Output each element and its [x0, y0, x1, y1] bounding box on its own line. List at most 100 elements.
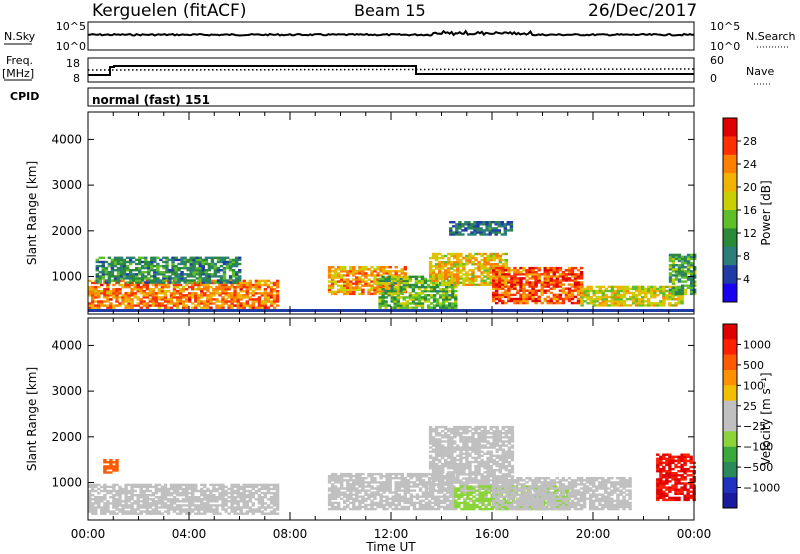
data-cell — [94, 296, 98, 299]
data-cell — [275, 298, 280, 301]
data-cell — [381, 298, 385, 301]
data-cell — [428, 275, 433, 278]
data-cell — [622, 295, 627, 299]
data-cell — [251, 483, 255, 487]
data-cell — [456, 427, 460, 431]
data-cell — [428, 454, 433, 457]
data-cell — [537, 295, 541, 299]
data-cell — [440, 491, 444, 494]
data-cell — [498, 269, 502, 272]
data-cell — [507, 450, 512, 453]
data-cell — [178, 506, 183, 509]
data-cell — [671, 268, 676, 271]
data-cell — [509, 225, 514, 228]
data-cell — [405, 279, 409, 283]
data-cell — [686, 268, 691, 271]
data-cell — [144, 275, 148, 278]
data-cell — [456, 430, 460, 433]
data-cell — [352, 503, 356, 507]
data-cell — [367, 503, 371, 507]
data-cell — [604, 302, 608, 305]
data-cell — [156, 266, 160, 270]
data-cell — [125, 277, 130, 280]
data-cell — [101, 256, 105, 259]
data-cell — [188, 508, 192, 511]
data-cell — [418, 505, 423, 509]
data-cell — [330, 489, 335, 492]
data-cell — [145, 496, 149, 499]
data-cell — [434, 454, 439, 457]
data-cell — [188, 506, 192, 509]
data-cell — [421, 499, 426, 503]
data-cell — [330, 495, 335, 498]
data-cell — [631, 295, 636, 299]
data-cell — [212, 500, 216, 503]
data-cell — [218, 285, 222, 289]
data-cell — [139, 292, 143, 295]
data-cell — [447, 467, 451, 470]
data-cell — [181, 498, 186, 501]
data-cell — [340, 274, 344, 277]
data-cell — [495, 464, 499, 468]
data-cell — [194, 300, 198, 303]
data-cell — [127, 510, 131, 513]
data-cell — [406, 491, 411, 494]
data-cell — [402, 306, 406, 309]
data-cell — [175, 500, 180, 503]
data-cell — [145, 510, 149, 513]
data-cell — [439, 306, 443, 309]
data-cell — [459, 434, 463, 437]
data-cell — [391, 472, 395, 476]
data-cell — [148, 512, 152, 515]
data-cell — [417, 304, 422, 307]
data-cell — [447, 261, 451, 264]
data-cell — [409, 489, 414, 492]
data-cell — [607, 285, 611, 289]
data-cell — [437, 503, 441, 507]
data-cell — [461, 225, 465, 228]
data-cell — [119, 266, 124, 270]
data-cell — [604, 300, 608, 303]
data-cell — [415, 501, 420, 505]
data-cell — [91, 302, 95, 305]
data-cell — [540, 283, 544, 286]
data-cell — [160, 506, 165, 509]
data-cell — [343, 292, 347, 296]
data-cell — [188, 487, 192, 491]
data-cell — [586, 293, 590, 297]
data-cell — [203, 483, 207, 487]
data-cell — [406, 497, 411, 500]
data-cell — [221, 489, 225, 493]
data-cell — [421, 485, 426, 488]
data-cell — [118, 288, 122, 291]
data-cell — [498, 273, 502, 276]
data-cell — [131, 273, 136, 276]
data-cell — [376, 284, 380, 287]
data-cell — [116, 262, 121, 266]
data-cell — [456, 481, 460, 484]
data-cell — [495, 291, 499, 294]
data-cell — [145, 489, 149, 493]
data-cell — [498, 430, 502, 433]
data-cell — [248, 304, 252, 307]
data-cell — [275, 290, 280, 293]
data-cell — [169, 506, 174, 509]
data-cell — [683, 284, 688, 287]
data-cell — [127, 512, 131, 515]
data-cell — [417, 302, 422, 305]
data-cell — [489, 469, 493, 472]
data-cell — [438, 479, 442, 482]
data-cell — [364, 477, 368, 480]
data-cell — [477, 275, 481, 278]
data-cell — [103, 506, 107, 509]
data-cell — [402, 298, 406, 301]
data-cell — [361, 266, 365, 269]
data-cell — [403, 485, 407, 488]
data-cell — [160, 494, 165, 497]
data-cell — [169, 306, 174, 309]
data-cell — [251, 508, 255, 511]
data-cell — [454, 503, 458, 507]
data-cell — [447, 446, 451, 449]
data-cell — [434, 444, 439, 447]
data-cell — [221, 290, 225, 293]
